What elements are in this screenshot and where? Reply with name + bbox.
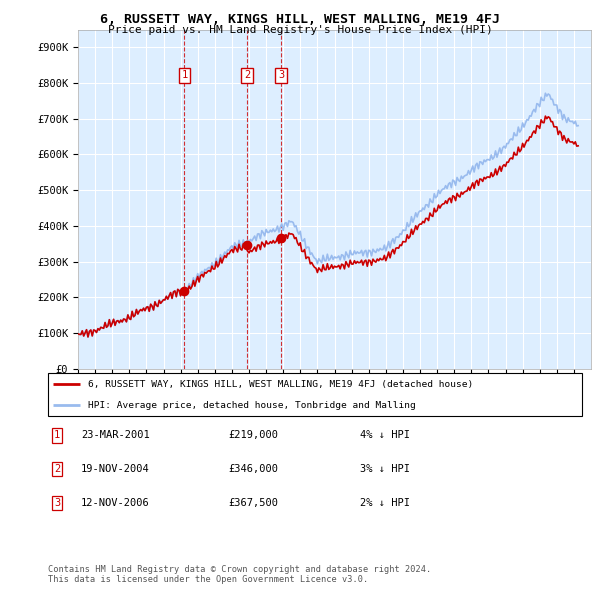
Text: 1: 1 <box>54 431 60 440</box>
Text: 2: 2 <box>244 70 250 80</box>
Text: Price paid vs. HM Land Registry's House Price Index (HPI): Price paid vs. HM Land Registry's House … <box>107 25 493 35</box>
Text: 12-NOV-2006: 12-NOV-2006 <box>81 498 150 507</box>
Text: 3: 3 <box>278 70 284 80</box>
Text: 2% ↓ HPI: 2% ↓ HPI <box>360 498 410 507</box>
Text: 23-MAR-2001: 23-MAR-2001 <box>81 431 150 440</box>
Text: 1: 1 <box>181 70 187 80</box>
Text: 4% ↓ HPI: 4% ↓ HPI <box>360 431 410 440</box>
Text: £219,000: £219,000 <box>228 431 278 440</box>
Text: HPI: Average price, detached house, Tonbridge and Malling: HPI: Average price, detached house, Tonb… <box>88 401 416 410</box>
Text: Contains HM Land Registry data © Crown copyright and database right 2024.
This d: Contains HM Land Registry data © Crown c… <box>48 565 431 584</box>
Text: £367,500: £367,500 <box>228 498 278 507</box>
Text: 3% ↓ HPI: 3% ↓ HPI <box>360 464 410 474</box>
Text: 19-NOV-2004: 19-NOV-2004 <box>81 464 150 474</box>
Text: 2: 2 <box>54 464 60 474</box>
Text: 6, RUSSETT WAY, KINGS HILL, WEST MALLING, ME19 4FJ: 6, RUSSETT WAY, KINGS HILL, WEST MALLING… <box>100 13 500 26</box>
Text: 6, RUSSETT WAY, KINGS HILL, WEST MALLING, ME19 4FJ (detached house): 6, RUSSETT WAY, KINGS HILL, WEST MALLING… <box>88 379 473 389</box>
Text: 3: 3 <box>54 498 60 507</box>
Text: £346,000: £346,000 <box>228 464 278 474</box>
